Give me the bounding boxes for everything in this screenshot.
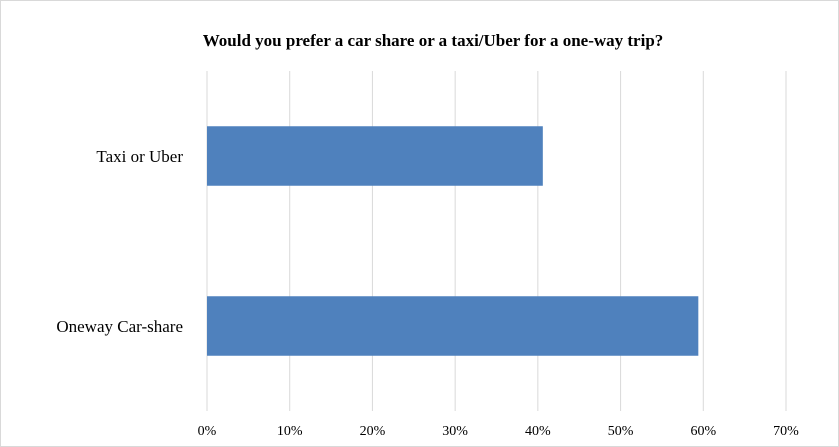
bar-0 xyxy=(207,126,543,186)
x-tick-label-3: 30% xyxy=(442,424,468,439)
category-label-0: Taxi or Uber xyxy=(96,147,183,166)
x-tick-label-6: 60% xyxy=(690,424,716,439)
x-tick-labels: 0% 10% 20% 30% 40% 50% 60% 70% xyxy=(198,424,800,439)
x-tick-label-1: 10% xyxy=(277,424,303,439)
chart-title: Would you prefer a car share or a taxi/U… xyxy=(203,31,664,50)
x-tick-label-0: 0% xyxy=(198,424,217,439)
x-tick-label-2: 20% xyxy=(360,424,386,439)
bar-1 xyxy=(207,296,699,356)
x-tick-label-7: 70% xyxy=(773,424,799,439)
category-label-1: Oneway Car-share xyxy=(56,317,183,336)
category-labels: Taxi or Uber Oneway Car-share xyxy=(56,147,183,336)
grid-lines xyxy=(206,71,787,411)
x-tick-label-4: 40% xyxy=(525,424,551,439)
bars xyxy=(207,126,699,356)
x-tick-label-5: 50% xyxy=(608,424,634,439)
